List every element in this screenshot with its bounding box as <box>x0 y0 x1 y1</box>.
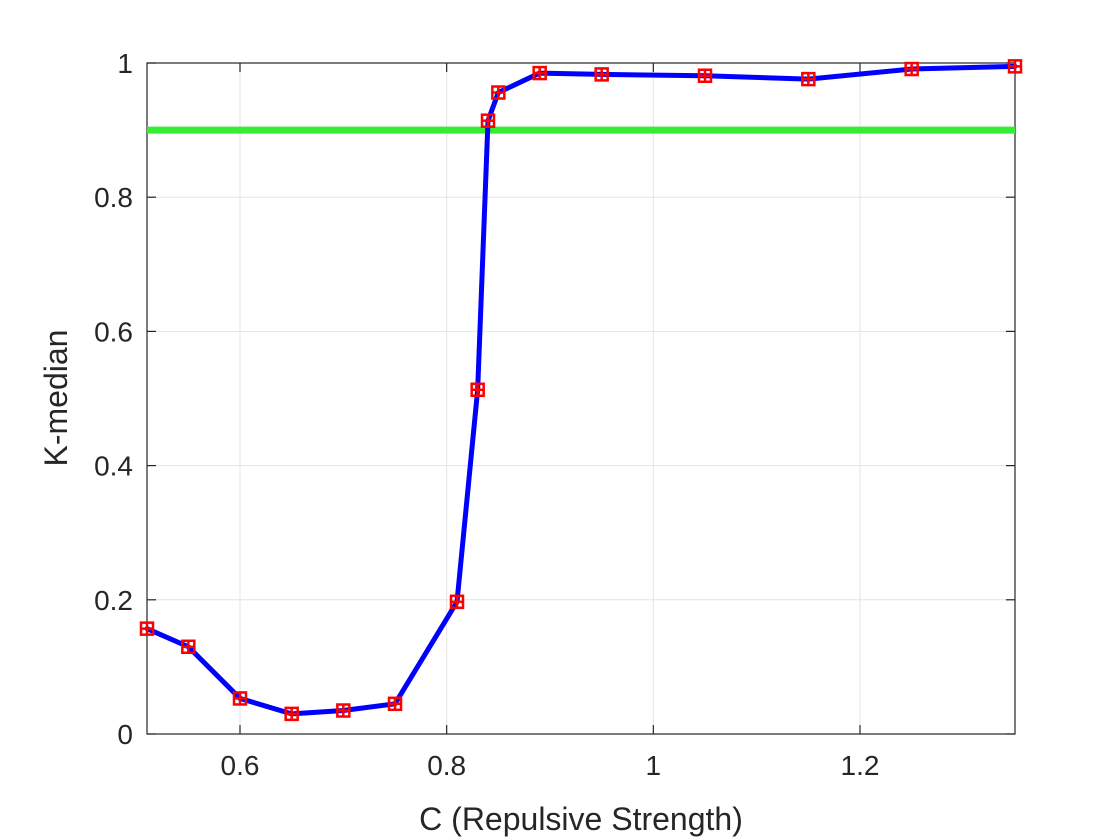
x-tick-label: 0.6 <box>221 750 260 781</box>
y-tick-label: 0.2 <box>94 585 133 616</box>
y-axis-label: K-median <box>38 330 74 467</box>
data-point <box>470 382 485 398</box>
series-line <box>144 63 1018 717</box>
ticks <box>147 62 1015 735</box>
data-point <box>387 696 403 712</box>
x-tick-label: 1 <box>646 750 662 781</box>
plot-background <box>147 63 1015 734</box>
x-tick-label: 1.2 <box>841 750 880 781</box>
data-point <box>594 67 609 82</box>
data-point <box>1007 59 1023 74</box>
series-group <box>139 59 1023 722</box>
y-tick-label: 0.8 <box>94 182 133 213</box>
data-point <box>904 61 919 77</box>
y-tick-label: 0.6 <box>94 316 133 347</box>
data-point <box>480 113 496 128</box>
axes-box <box>146 62 1016 735</box>
y-tick-label: 0 <box>117 719 133 750</box>
data-point <box>336 703 351 718</box>
x-axis-label: C (Repulsive Strength) <box>419 801 743 837</box>
data-point <box>491 85 506 100</box>
data-point <box>532 65 547 81</box>
axes <box>146 62 1016 735</box>
data-point <box>139 621 155 636</box>
data-point <box>801 71 816 87</box>
data-point <box>232 691 248 706</box>
data-point <box>449 594 465 610</box>
data-point <box>697 68 713 83</box>
data-point <box>181 639 196 655</box>
data-point <box>284 706 299 722</box>
x-tick-label: 0.8 <box>427 750 466 781</box>
y-tick-label: 1 <box>117 48 133 79</box>
y-tick-label: 0.4 <box>94 451 133 482</box>
tick-labels: 0.6 0.8 1 1.2 0 0.2 0.4 0.6 0.8 1 <box>94 48 879 781</box>
